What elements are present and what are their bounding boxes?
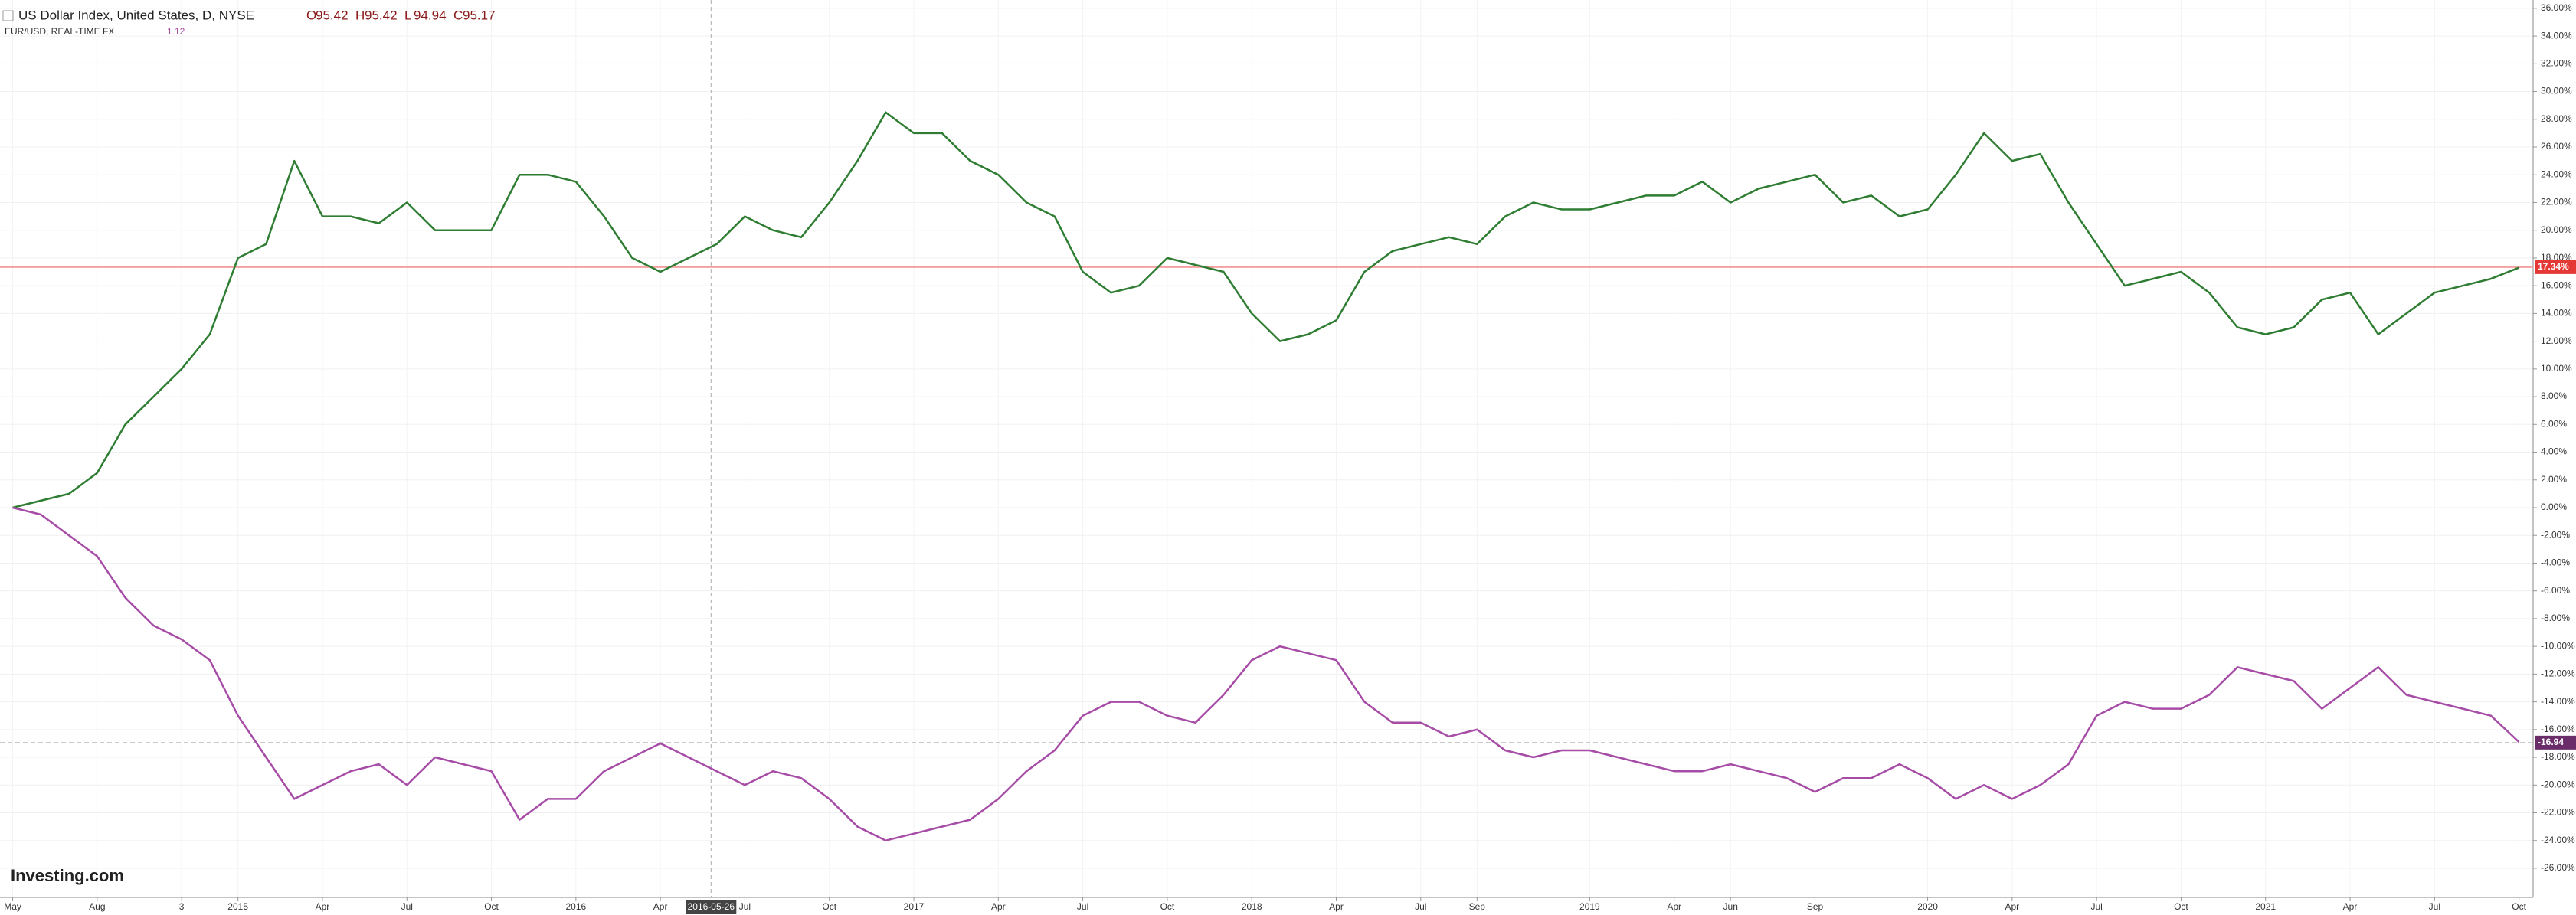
x-tick-label: Sep (1469, 901, 1486, 912)
y-tick-label: -16.00% (2541, 724, 2575, 734)
ohlc-value: 95.17 (463, 8, 496, 22)
y-tick-label: 22.00% (2541, 197, 2572, 208)
ohlc-key: L (404, 8, 411, 22)
y-tick-label: 28.00% (2541, 113, 2572, 124)
last-value-badge (2535, 260, 2576, 274)
x-tick-label: Oct (2174, 901, 2188, 912)
y-tick-label: -24.00% (2541, 835, 2575, 845)
x-tick-label: Oct (2512, 901, 2526, 912)
y-tick-label: 18.00% (2541, 252, 2572, 263)
y-tick-label: 6.00% (2541, 418, 2567, 429)
x-tick-label: Jul (1077, 901, 1088, 912)
x-tick-label: Jun (1723, 901, 1738, 912)
y-tick-label: -10.00% (2541, 640, 2575, 651)
x-tick-label: Oct (484, 901, 499, 912)
y-tick-label: 12.00% (2541, 335, 2572, 346)
y-tick-label: 36.00% (2541, 2, 2572, 13)
crosshair-label: 2016-05-26 (688, 901, 735, 912)
y-tick-label: 34.00% (2541, 30, 2572, 41)
ohlc-value: 95.42 (316, 8, 349, 22)
x-tick-label: Apr (991, 901, 1006, 912)
y-tick-label: -26.00% (2541, 862, 2575, 873)
ohlc-key: C (453, 8, 463, 22)
x-tick-label: Jul (401, 901, 413, 912)
x-tick-label: Apr (2005, 901, 2020, 912)
x-tick-label: Jul (2429, 901, 2440, 912)
compare-value: 1.12 (167, 26, 185, 37)
series-line (12, 506, 2520, 841)
ohlc-value: 94.94 (414, 8, 447, 22)
x-tick-label: Sep (1807, 901, 1824, 912)
y-tick-label: -14.00% (2541, 696, 2575, 707)
x-tick-label: 2016 (565, 901, 586, 912)
y-tick-label: 26.00% (2541, 141, 2572, 152)
compare-label: EUR/USD, REAL-TIME FX (5, 26, 114, 37)
y-tick-label: -8.00% (2541, 613, 2570, 623)
y-tick-label: 16.00% (2541, 279, 2572, 290)
x-tick-label: May (4, 901, 21, 912)
y-tick-label: 32.00% (2541, 57, 2572, 68)
y-tick-label: 0.00% (2541, 502, 2567, 512)
collapse-icon (2, 10, 14, 21)
y-tick-label: 24.00% (2541, 168, 2572, 179)
last-value-label: -16.94 (2538, 737, 2564, 747)
y-tick-label: -4.00% (2541, 557, 2570, 568)
y-tick-label: 10.00% (2541, 363, 2572, 374)
x-tick-label: Apr (316, 901, 330, 912)
x-tick-label: 2020 (1917, 901, 1938, 912)
x-tick-label: Jul (2090, 901, 2102, 912)
x-tick-label: 2018 (1242, 901, 1262, 912)
x-tick-label: Apr (1329, 901, 1344, 912)
x-tick-label: Apr (1667, 901, 1681, 912)
series-line (12, 111, 2520, 509)
y-tick-label: 20.00% (2541, 224, 2572, 235)
y-tick-label: 4.00% (2541, 446, 2567, 457)
x-tick-label: Jul (739, 901, 751, 912)
x-tick-label: Oct (1160, 901, 1175, 912)
ohlc-value: 95.42 (365, 8, 398, 22)
x-tick-label: 2015 (227, 901, 248, 912)
ohlc-key: O (306, 8, 316, 22)
y-tick-label: 8.00% (2541, 391, 2567, 401)
ohlc-key: H (355, 8, 365, 22)
x-tick-label: Oct (822, 901, 836, 912)
x-tick-label: 2021 (2255, 901, 2276, 912)
x-tick-label: Apr (2343, 901, 2358, 912)
x-tick-label: Apr (653, 901, 668, 912)
y-tick-label: -22.00% (2541, 807, 2575, 818)
crosshair-label-bg (686, 900, 737, 914)
chart-title: US Dollar Index, United States, D, NYSE (18, 8, 254, 22)
y-tick-label: 30.00% (2541, 86, 2572, 96)
y-tick-label: 2.00% (2541, 474, 2567, 485)
last-value-badge (2535, 735, 2576, 750)
y-tick-label: -18.00% (2541, 751, 2575, 762)
y-tick-label: -12.00% (2541, 668, 2575, 679)
x-tick-label: 3 (179, 901, 185, 912)
y-tick-label: -6.00% (2541, 585, 2570, 596)
y-tick-label: -2.00% (2541, 529, 2570, 540)
y-tick-label: -20.00% (2541, 779, 2575, 789)
x-tick-label: Jul (1415, 901, 1426, 912)
last-value-label: 17.34% (2538, 261, 2569, 272)
y-tick-label: 14.00% (2541, 308, 2572, 319)
watermark: Investing.com (11, 866, 124, 885)
x-tick-label: 2017 (904, 901, 925, 912)
x-tick-label: 2019 (1579, 901, 1600, 912)
x-tick-label: Aug (89, 901, 105, 912)
